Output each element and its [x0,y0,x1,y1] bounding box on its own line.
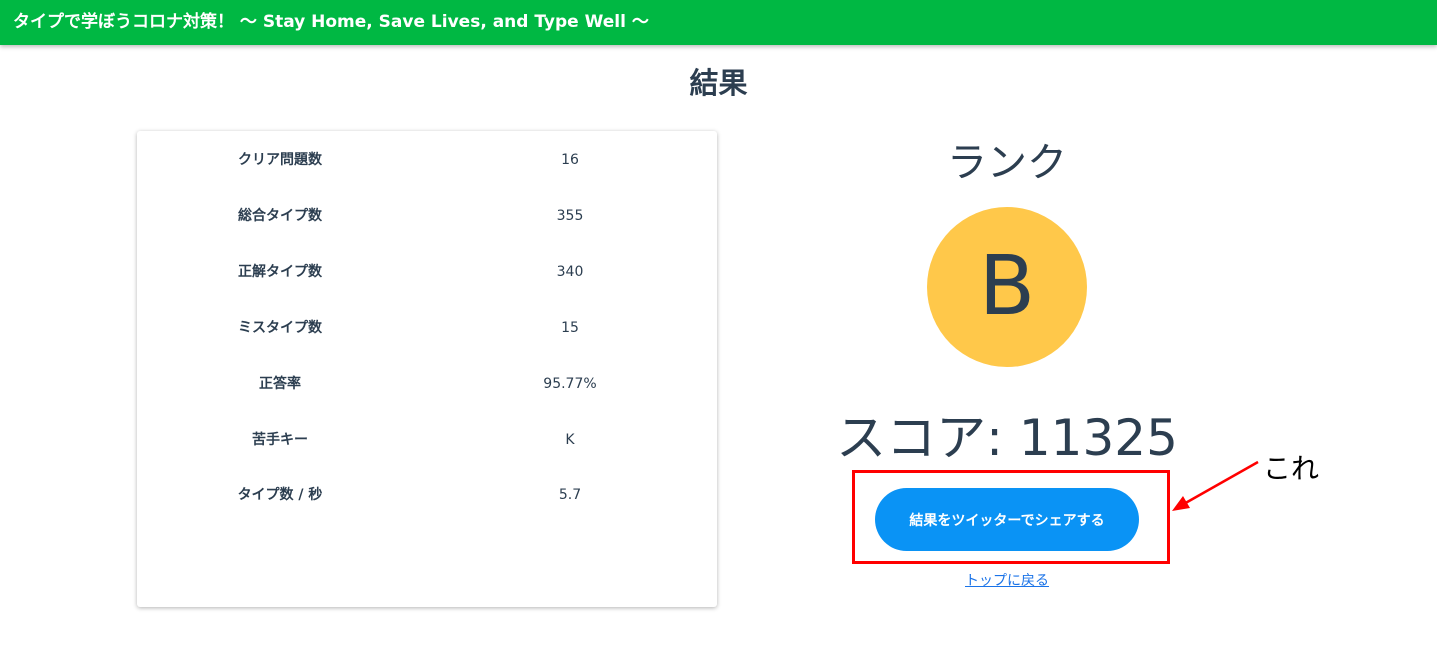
stat-label: 正解タイプ数 [238,264,322,280]
stat-label: ミスタイプ数 [238,320,322,336]
stat-row: 正解タイプ数 340 [137,257,717,287]
annotation-highlight-box [852,470,1170,564]
rank-label: ランク [947,140,1067,186]
stat-label: クリア問題数 [238,152,322,168]
stat-value: K [565,432,575,448]
stat-row: 正答率 95.77% [137,369,717,399]
results-card: クリア問題数 16 総合タイプ数 355 正解タイプ数 340 ミスタイプ数 15 正答… [137,131,717,607]
stat-row: クリア問題数 16 [137,145,717,175]
stat-value: 340 [556,264,584,280]
stat-row: ミスタイプ数 15 [137,313,717,343]
score-text: スコア: 11325 [836,409,1178,467]
stat-value: 16 [561,152,579,168]
stat-row: 苦手キー K [137,425,717,455]
page-title: 結果 [689,66,748,100]
stat-label: 総合タイプ数 [238,208,322,224]
stat-row: 総合タイプ数 355 [137,201,717,231]
annotation-arrow-icon [1172,460,1259,511]
stat-label: 正答率 [259,376,301,392]
share-twitter-button[interactable]: 結果をツイッターでシェアする [875,488,1139,551]
rank-badge: B [927,207,1087,367]
stat-row: タイプ数 / 秒 5.7 [137,480,717,510]
annotation-text: これ [1263,452,1320,485]
app-header: タイプで学ぼうコロナ対策！ 〜 Stay Home, Save Lives, a… [0,0,1437,45]
stat-value: 95.77% [543,376,597,392]
header-title: タイプで学ぼうコロナ対策！ 〜 Stay Home, Save Lives, a… [13,12,649,32]
stat-label: 苦手キー [252,432,308,448]
back-to-top-link[interactable]: トップに戻る [965,573,1049,589]
stat-value: 355 [556,208,584,224]
stat-value: 5.7 [558,487,582,503]
stat-label: タイプ数 / 秒 [237,487,323,503]
stat-value: 15 [561,320,579,336]
